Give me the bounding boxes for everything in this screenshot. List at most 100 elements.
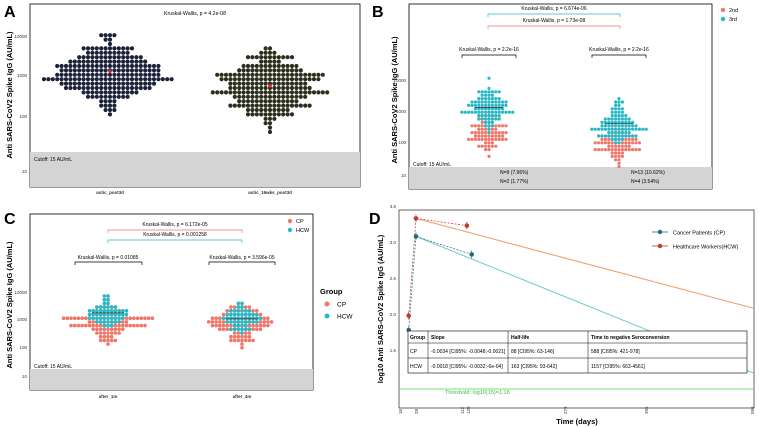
dot-b-3rd <box>504 110 508 114</box>
dot-a-antic-16wks <box>232 103 237 108</box>
dot-a-antic-16wks <box>219 72 224 77</box>
results-table-d: Group Slope Half-life Time to negative S… <box>407 330 748 374</box>
dot-a-antic-post3d <box>129 85 135 91</box>
dot-b-2nd <box>484 141 488 145</box>
dot-b-3rd <box>644 127 648 131</box>
dot-c-cp <box>266 316 270 321</box>
dot-c-hcw <box>109 309 114 313</box>
dot-c-cp <box>247 323 252 328</box>
dot-a-antic-post3d <box>116 81 121 86</box>
xtick-d-279: 279 <box>563 406 568 414</box>
dot-a-antic-post3d <box>143 63 148 69</box>
dot-b-3rd <box>617 120 621 124</box>
dot-a-antic-16wks <box>263 103 268 108</box>
dot-a-antic-post3d <box>81 46 86 51</box>
dot-a-antic-16wks <box>232 77 237 82</box>
dot-b-3rd <box>497 97 501 101</box>
dot-b-2nd <box>617 151 621 155</box>
dot-a-antic-post3d <box>63 85 69 91</box>
dot-c-cp <box>266 323 270 328</box>
dot-a-antic-16wks <box>272 99 277 104</box>
dot-a-antic-16wks <box>276 72 281 77</box>
dot-a-antic-16wks <box>294 63 299 69</box>
dot-a-antic-post3d <box>125 94 130 99</box>
dot-a-antic-post3d <box>94 63 99 69</box>
dot-b-2nd <box>484 148 488 152</box>
dot-a-antic-16wks <box>298 81 303 86</box>
dot-a-antic-post3d <box>94 85 99 91</box>
panel-d: D log10 Anti SARS-CoV2 Spike IgG (AU/mL)… <box>369 204 755 426</box>
dot-a-antic-16wks <box>263 94 268 99</box>
dot-a-antic-16wks <box>254 94 259 99</box>
dot-b-2nd <box>477 124 481 128</box>
dot-a-antic-post3d <box>112 68 117 73</box>
dot-b-3rd <box>477 100 481 104</box>
dot-b-3rd <box>624 124 628 128</box>
dot-a-antic-16wks <box>289 77 295 82</box>
dot-b-2nd <box>497 137 501 141</box>
dot-a-antic-16wks <box>232 85 237 91</box>
legend-c-inner-label-hcw: HCW <box>296 228 310 234</box>
dot-c-cp <box>113 331 118 335</box>
dot-c-hcw <box>251 320 255 324</box>
cutoff-band-a <box>30 152 360 187</box>
dot-a-antic-post3d <box>68 63 73 69</box>
dot-b-2nd <box>607 148 611 152</box>
dot-b-3rd <box>620 131 625 135</box>
dot-b-3rd <box>614 124 618 128</box>
dot-a-antic-16wks <box>267 59 273 64</box>
dot-a-antic-post3d <box>138 63 143 69</box>
dot-a-antic-16wks <box>307 72 312 77</box>
dot-a-antic-16wks <box>272 107 277 113</box>
dot-a-antic-post3d <box>94 90 99 95</box>
dot-a-antic-16wks <box>325 90 330 95</box>
dot-a-antic-post3d <box>156 68 161 73</box>
cutoff-band-c <box>30 369 313 390</box>
dot-a-antic-16wks <box>263 63 268 69</box>
dot-a-antic-16wks <box>320 90 325 95</box>
dot-a-antic-post3d <box>90 85 95 91</box>
dot-a-antic-post3d <box>112 72 117 77</box>
dot-a-antic-16wks <box>285 55 290 60</box>
dot-a-antic-post3d <box>125 85 130 91</box>
dot-a-antic-post3d <box>121 94 126 99</box>
dot-a-antic-post3d <box>68 72 73 77</box>
dot-a-antic-post3d <box>77 77 82 82</box>
dot-a-antic-post3d <box>116 59 121 64</box>
dot-a-antic-post3d <box>72 77 77 82</box>
dot-c-cp <box>266 320 270 324</box>
dot-c-hcw <box>236 323 241 328</box>
panel-a: A Cutoff: 15 AU/mL Kruskal-Wallis, p = 4… <box>4 3 361 195</box>
dot-c-hcw <box>225 320 229 324</box>
dot-b-3rd <box>487 124 491 128</box>
dot-c-hcw <box>236 312 241 317</box>
ytick-d-1.5: 1.5 <box>390 348 397 353</box>
dot-a-antic-16wks <box>259 99 264 104</box>
dot-a-antic-post3d <box>121 72 126 77</box>
dot-a-antic-16wks <box>267 90 273 95</box>
dot-a-antic-16wks <box>276 107 281 113</box>
dot-c-hcw <box>236 305 241 309</box>
dot-a-antic-post3d <box>107 59 113 64</box>
dot-a-antic-post3d <box>129 90 135 95</box>
dot-c-hcw <box>106 312 110 317</box>
dot-b-3rd <box>484 117 488 121</box>
dot-c-cp <box>251 338 255 343</box>
dot-b-2nd <box>631 148 635 152</box>
dot-c-cp <box>95 327 99 332</box>
dots-c <box>61 294 274 350</box>
dot-c-cp <box>109 327 114 332</box>
legend-d-swatch-cp <box>657 229 663 235</box>
dot-a-antic-16wks <box>259 77 264 82</box>
dot-b-3rd <box>487 107 491 111</box>
y-axis-label-d: log10 Anti SARS-CoV2 Spike IgG (AU/mL) <box>376 234 385 383</box>
dot-c-cp <box>258 320 263 324</box>
ytick-a-1000: 1000 <box>17 73 28 78</box>
dot-a-antic-16wks <box>267 46 273 51</box>
dot-c-hcw <box>124 312 129 317</box>
dot-c-cp <box>102 331 107 335</box>
dot-a-antic-post3d <box>77 59 82 64</box>
dot-c-hcw <box>106 294 110 298</box>
dot-b-3rd <box>620 107 625 111</box>
